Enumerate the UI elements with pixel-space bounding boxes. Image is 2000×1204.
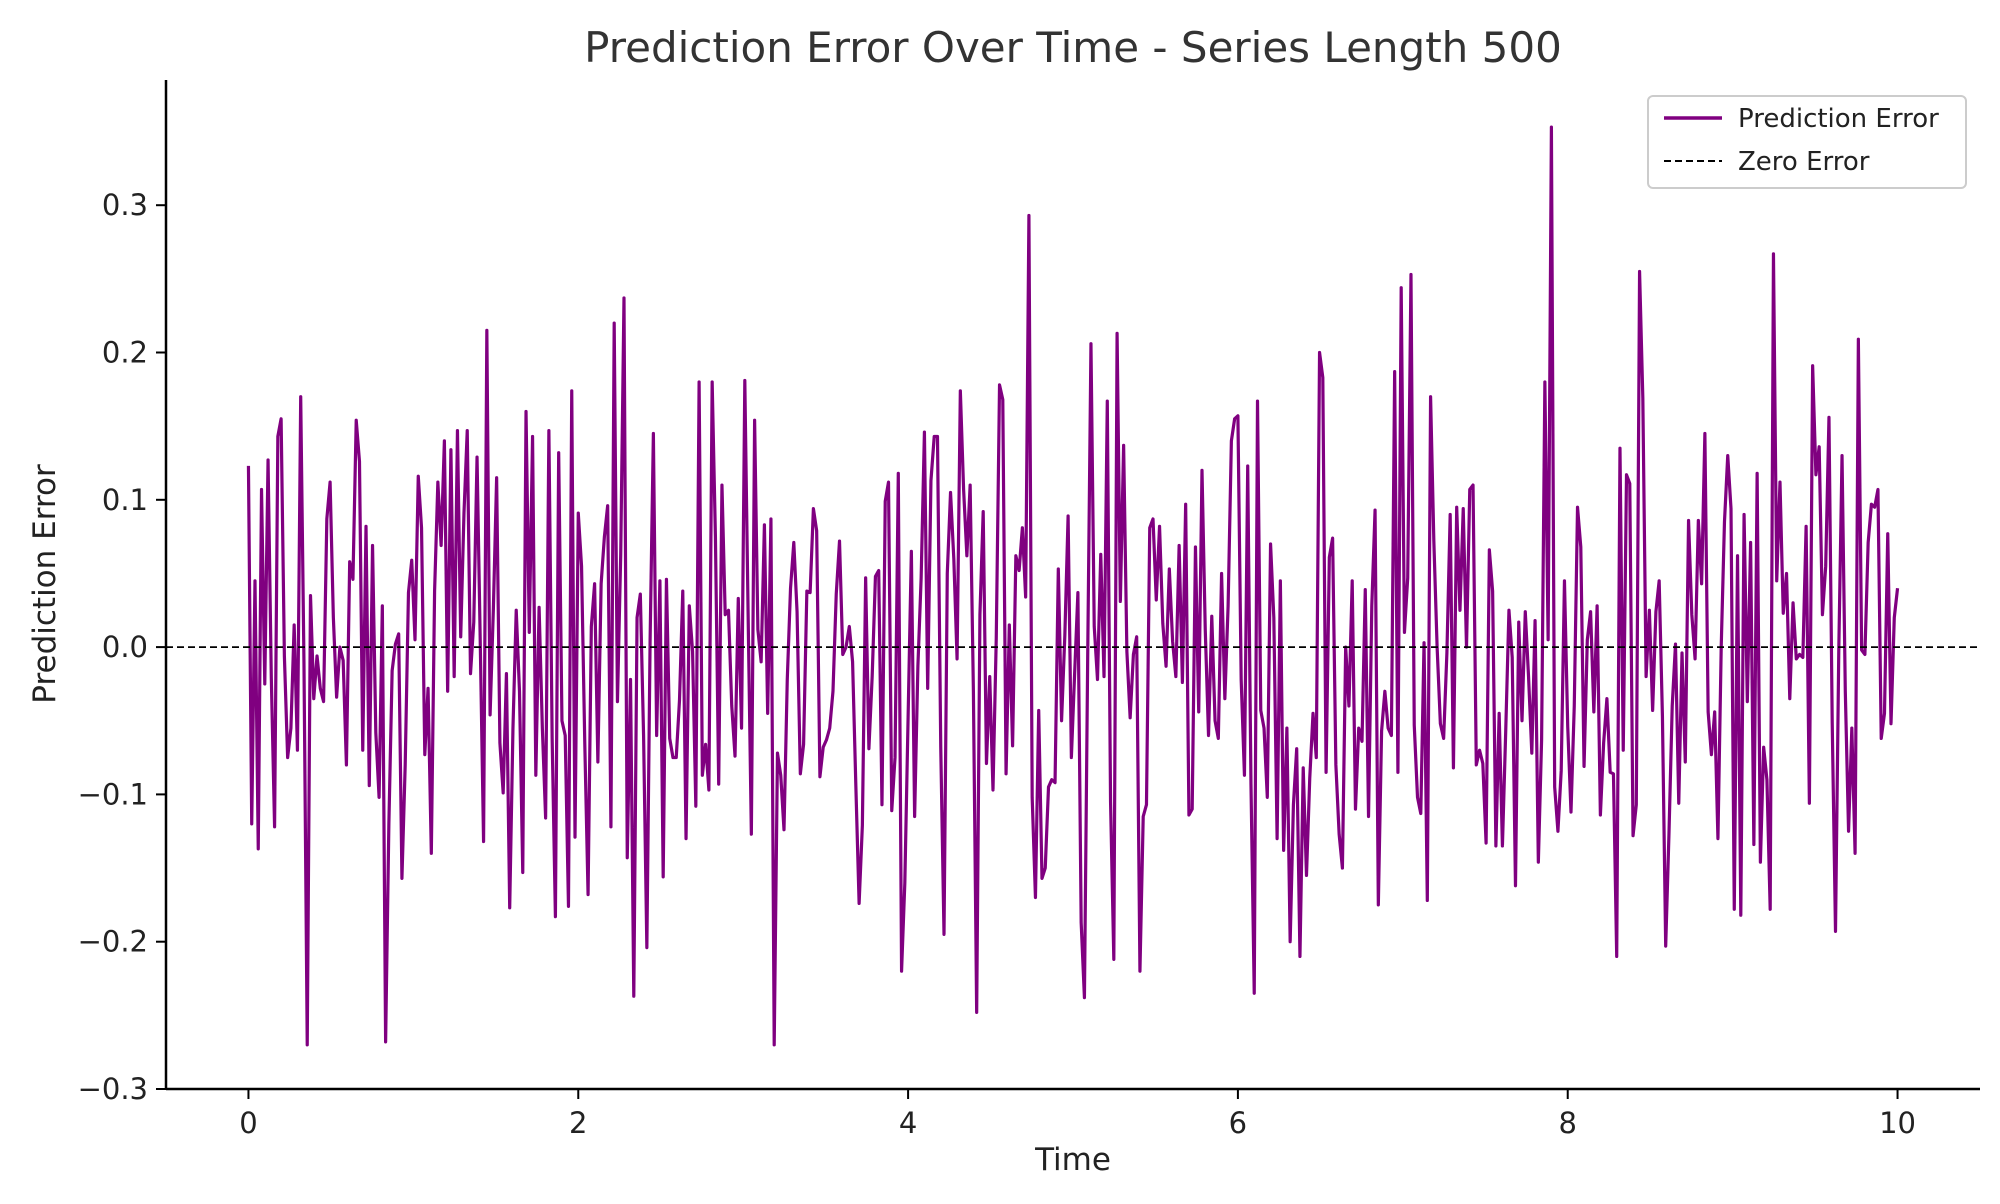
y-axis-label: Prediction Error — [27, 464, 63, 704]
legend-frame — [1647, 95, 1967, 189]
x-tick-label: 10 — [1879, 1106, 1916, 1140]
legend-label-prediction-error: Prediction Error — [1738, 104, 1939, 134]
y-tick-label: −0.2 — [78, 925, 148, 959]
legend: Prediction Error Zero Error — [1647, 95, 1967, 189]
y-tick-label: 0.3 — [102, 188, 148, 222]
plot-area — [166, 125, 1980, 1047]
legend-label-zero-error: Zero Error — [1738, 147, 1870, 177]
x-ticks: 0 2 4 6 8 10 — [239, 1089, 1916, 1140]
x-tick-label: 8 — [1559, 1106, 1577, 1140]
x-tick-label: 4 — [899, 1106, 917, 1140]
y-tick-label: −0.3 — [78, 1072, 148, 1106]
x-tick-label: 6 — [1229, 1106, 1247, 1140]
y-tick-label: 0.0 — [102, 630, 148, 664]
x-tick-label: 2 — [569, 1106, 587, 1140]
series-line-prediction-error — [246, 125, 1900, 1047]
x-axis-label: Time — [1034, 1142, 1111, 1178]
y-tick-label: 0.1 — [102, 483, 148, 517]
x-tick-label: 0 — [239, 1106, 257, 1140]
y-tick-label: 0.2 — [102, 336, 148, 370]
y-tick-label: −0.1 — [78, 777, 148, 811]
y-ticks: −0.3 −0.2 −0.1 0.0 0.1 0.2 0.3 — [78, 188, 166, 1106]
chart-title: Prediction Error Over Time - Series Leng… — [584, 23, 1562, 72]
